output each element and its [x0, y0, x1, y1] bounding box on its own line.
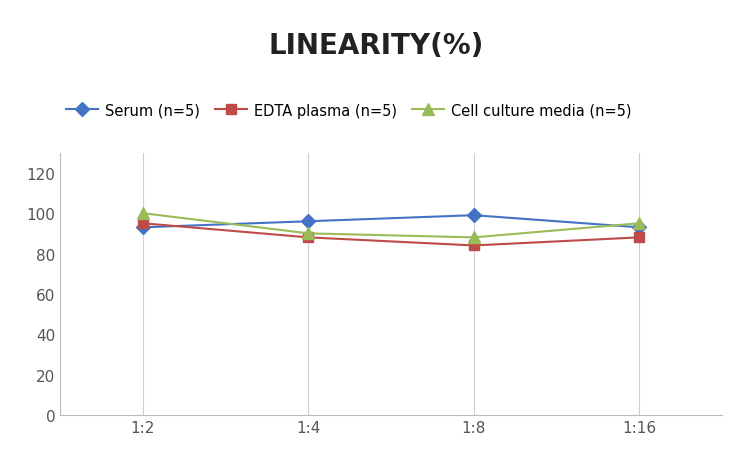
Text: LINEARITY(%): LINEARITY(%)	[268, 32, 484, 60]
Legend: Serum (n=5), EDTA plasma (n=5), Cell culture media (n=5): Serum (n=5), EDTA plasma (n=5), Cell cul…	[60, 97, 637, 124]
